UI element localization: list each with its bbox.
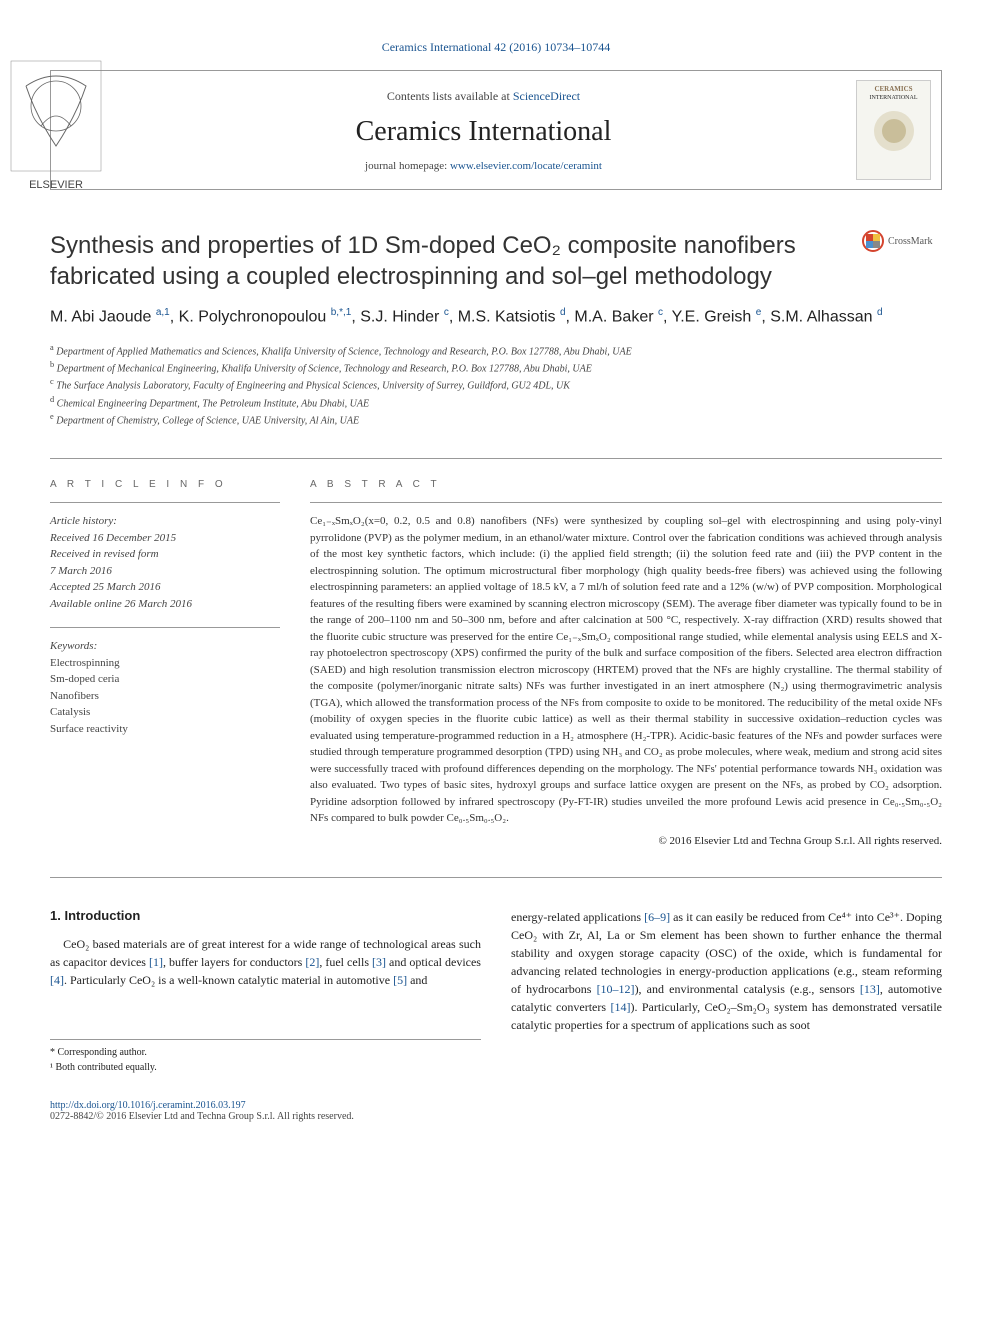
ref-link[interactable]: [5] [393, 973, 407, 987]
history-line: Received in revised form [50, 546, 280, 563]
keyword-item: Nanofibers [50, 688, 280, 705]
journal-homepage-link[interactable]: www.elsevier.com/locate/ceramint [450, 160, 602, 172]
header-citation[interactable]: Ceramics International 42 (2016) 10734–1… [50, 40, 942, 55]
authors-list: M. Abi Jaoude a,1, K. Polychronopoulou b… [50, 307, 942, 326]
affiliation-line: e Department of Chemistry, College of Sc… [50, 411, 942, 428]
ref-link[interactable]: [3] [372, 955, 386, 969]
abstract-copyright: © 2016 Elsevier Ltd and Techna Group S.r… [310, 835, 942, 847]
intro-text-col1: CeO₂ based materials are of great intere… [50, 935, 481, 989]
doi-link[interactable]: http://dx.doi.org/10.1016/j.ceramint.201… [50, 1100, 942, 1111]
journal-homepage: journal homepage: www.elsevier.com/locat… [111, 160, 856, 172]
ref-link[interactable]: [1] [149, 955, 163, 969]
ref-link[interactable]: [14] [610, 1000, 630, 1014]
journal-title: Ceramics International [111, 116, 856, 148]
ref-link[interactable]: [4] [50, 973, 64, 987]
divider [50, 458, 942, 459]
crossmark-badge[interactable]: CrossMark [862, 230, 942, 252]
history-line: Accepted 25 March 2016 [50, 579, 280, 596]
affiliation-line: a Department of Applied Mathematics and … [50, 342, 942, 359]
journal-header-box: ELSEVIER Contents lists available at Sci… [50, 70, 942, 190]
introduction-heading: 1. Introduction [50, 908, 481, 923]
svg-text:ELSEVIER: ELSEVIER [29, 179, 83, 191]
affiliation-line: c The Surface Analysis Laboratory, Facul… [50, 376, 942, 393]
affiliation-line: d Chemical Engineering Department, The P… [50, 394, 942, 411]
ref-link[interactable]: [10–12] [597, 982, 635, 996]
affiliations-list: a Department of Applied Mathematics and … [50, 342, 942, 429]
issn-copyright: 0272-8842/© 2016 Elsevier Ltd and Techna… [50, 1111, 942, 1122]
keyword-item: Sm-doped ceria [50, 671, 280, 688]
divider-lower [50, 877, 942, 878]
ref-link[interactable]: [2] [305, 955, 319, 969]
article-title: Synthesis and properties of 1D Sm-doped … [50, 230, 862, 292]
ref-link[interactable]: [6–9] [644, 910, 670, 924]
keywords-block: Keywords: ElectrospinningSm-doped ceriaN… [50, 638, 280, 737]
sciencedirect-link[interactable]: ScienceDirect [513, 89, 580, 103]
intro-text-col2: energy-related applications [6–9] as it … [511, 908, 942, 1034]
affiliation-line: b Department of Mechanical Engineering, … [50, 359, 942, 376]
abstract-text: Ce₁₋ₓSmₓO₂(x=0, 0.2, 0.5 and 0.8) nanofi… [310, 513, 942, 827]
abstract-heading: A B S T R A C T [310, 479, 942, 490]
footer-notes: * Corresponding author. ¹ Both contribut… [50, 1039, 481, 1075]
keyword-item: Electrospinning [50, 655, 280, 672]
history-line: Received 16 December 2015 [50, 530, 280, 547]
article-info-heading: A R T I C L E I N F O [50, 479, 280, 490]
ref-link[interactable]: [13] [860, 982, 880, 996]
history-line: 7 March 2016 [50, 563, 280, 580]
elsevier-logo: ELSEVIER [6, 56, 106, 196]
article-history: Article history: Received 16 December 20… [50, 513, 280, 612]
journal-cover-thumb: CERAMICS INTERNATIONAL [856, 80, 931, 180]
contents-line: Contents lists available at ScienceDirec… [111, 89, 856, 104]
history-line: Available online 26 March 2016 [50, 596, 280, 613]
keyword-item: Catalysis [50, 704, 280, 721]
crossmark-icon [862, 230, 884, 252]
keyword-item: Surface reactivity [50, 721, 280, 738]
